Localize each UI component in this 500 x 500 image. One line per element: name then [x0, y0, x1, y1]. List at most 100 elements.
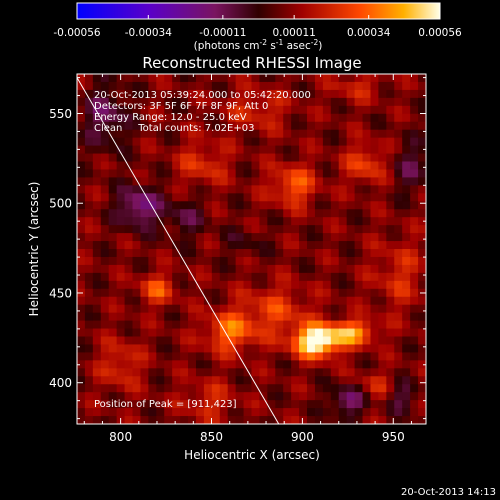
heatmap-cell — [314, 376, 324, 385]
heatmap-cell — [116, 304, 126, 314]
heatmap-cell — [92, 352, 102, 361]
heatmap-cell — [251, 233, 261, 242]
heatmap-cell — [362, 256, 372, 266]
heatmap-cell — [402, 352, 411, 361]
heatmap-cell — [211, 336, 221, 346]
heatmap-cell — [291, 408, 300, 417]
heatmap-cell — [235, 408, 245, 417]
heatmap-cell — [140, 400, 149, 409]
heatmap-cell — [77, 153, 86, 163]
heatmap-cell — [100, 74, 110, 83]
heatmap-cell — [172, 296, 181, 306]
heatmap-cell — [188, 209, 197, 218]
heatmap-cell — [410, 336, 419, 346]
heatmap-cell — [219, 280, 229, 290]
heatmap-cell — [172, 81, 181, 91]
heatmap-cell — [378, 336, 387, 346]
heatmap-cell — [275, 304, 284, 314]
heatmap-cell — [188, 296, 197, 306]
heatmap-cell — [148, 312, 157, 322]
heatmap-cell — [180, 336, 189, 346]
heatmap-cell — [188, 344, 197, 353]
heatmap-cell — [299, 360, 308, 369]
heatmap-cell — [195, 272, 205, 282]
heatmap-cell — [402, 256, 411, 266]
heatmap-cell — [418, 225, 426, 234]
heatmap-cell — [299, 392, 308, 401]
heatmap-cell — [188, 233, 197, 242]
heatmap-cell — [219, 177, 229, 186]
heatmap-cell — [370, 360, 380, 369]
heatmap-cell — [92, 193, 102, 202]
heatmap-cell — [132, 217, 142, 226]
heatmap-cell — [291, 360, 300, 369]
heatmap-cell — [235, 264, 245, 274]
heatmap-cell — [394, 408, 403, 417]
heatmap-cell — [283, 113, 292, 123]
heatmap-cell — [100, 328, 110, 338]
heatmap-cell — [402, 209, 411, 218]
heatmap-cell — [283, 177, 292, 186]
heatmap-cell — [346, 153, 356, 163]
heatmap-cell — [116, 217, 126, 226]
heatmap-cell — [124, 280, 134, 290]
heatmap-cell — [116, 129, 126, 139]
heatmap-cell — [219, 264, 229, 274]
heatmap-cell — [84, 256, 94, 266]
heatmap-cell — [211, 129, 221, 139]
heatmap-cell — [203, 384, 213, 393]
heatmap-cell — [346, 416, 356, 424]
heatmap-cell — [346, 217, 356, 226]
heatmap-cell — [386, 129, 395, 139]
colorbar-tick-label: -0.00011 — [199, 27, 246, 39]
heatmap-cell — [386, 97, 395, 107]
heatmap-cell — [322, 392, 332, 401]
heatmap-cell — [338, 185, 348, 194]
heatmap-cell — [299, 225, 308, 234]
heatmap-cell — [92, 264, 102, 274]
heatmap-cell — [362, 312, 372, 322]
heatmap-cell — [188, 193, 197, 202]
heatmap-cell — [354, 81, 364, 91]
heatmap-cell — [267, 336, 276, 346]
heatmap-cell — [77, 177, 86, 186]
heatmap-cell — [283, 137, 292, 147]
heatmap-cell — [148, 169, 157, 178]
heatmap-cell — [124, 384, 134, 393]
heatmap-cell — [307, 161, 316, 171]
heatmap-cell — [195, 169, 205, 178]
heatmap-cell — [84, 177, 94, 186]
heatmap-cell — [418, 74, 426, 83]
heatmap-cell — [140, 97, 149, 107]
heatmap-cell — [77, 89, 86, 99]
heatmap-cell — [362, 400, 372, 409]
heatmap-cell — [378, 352, 387, 361]
heatmap-cell — [211, 360, 221, 369]
heatmap-cell — [219, 272, 229, 282]
heatmap-cell — [402, 328, 411, 338]
heatmap-cell — [362, 81, 372, 91]
heatmap-cell — [243, 81, 253, 91]
heatmap-cell — [132, 328, 142, 338]
heatmap-cell — [116, 121, 126, 131]
heatmap-cell — [299, 193, 308, 202]
heatmap-cell — [410, 169, 419, 178]
heatmap-cell — [362, 233, 372, 242]
heatmap-cell — [362, 225, 372, 234]
heatmap-cell — [140, 89, 149, 99]
heatmap-cell — [378, 74, 387, 83]
heatmap-cell — [140, 328, 149, 338]
heatmap-cell — [370, 177, 380, 186]
heatmap-cell — [362, 280, 372, 290]
heatmap-cell — [346, 328, 356, 338]
heatmap-cell — [394, 368, 403, 377]
heatmap-cell — [211, 368, 221, 377]
heatmap-cell — [299, 185, 308, 194]
heatmap-cell — [195, 225, 205, 234]
heatmap-cell — [394, 336, 403, 346]
heatmap-cell — [346, 304, 356, 314]
heatmap-cell — [116, 320, 126, 330]
heatmap-cell — [156, 352, 165, 361]
heatmap-cell — [243, 121, 253, 131]
heatmap-cell — [211, 225, 221, 234]
